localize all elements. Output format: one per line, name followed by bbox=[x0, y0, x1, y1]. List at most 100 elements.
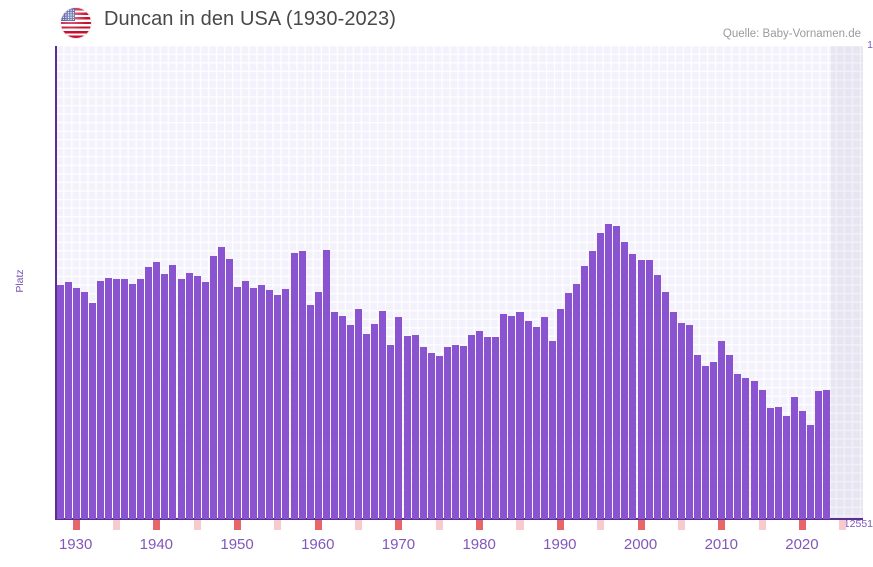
bar[interactable] bbox=[161, 274, 169, 519]
x-axis-label: 1930 bbox=[58, 536, 93, 553]
bar[interactable] bbox=[798, 411, 806, 519]
bar[interactable] bbox=[88, 303, 96, 519]
bar[interactable] bbox=[282, 289, 290, 519]
bar[interactable] bbox=[734, 374, 742, 519]
bar[interactable] bbox=[677, 323, 685, 519]
bar[interactable] bbox=[234, 287, 242, 519]
bar[interactable] bbox=[306, 305, 314, 519]
bar[interactable] bbox=[581, 266, 589, 519]
bar[interactable] bbox=[121, 279, 129, 519]
bar[interactable] bbox=[64, 282, 72, 519]
bar[interactable] bbox=[629, 254, 637, 519]
bar[interactable] bbox=[427, 353, 435, 519]
bar[interactable] bbox=[516, 312, 524, 519]
bar[interactable] bbox=[669, 312, 677, 519]
bar[interactable] bbox=[169, 265, 177, 519]
bar[interactable] bbox=[742, 378, 750, 519]
bar[interactable] bbox=[209, 256, 217, 519]
bar[interactable] bbox=[355, 309, 363, 519]
bar[interactable] bbox=[137, 279, 145, 519]
bar[interactable] bbox=[395, 317, 403, 519]
bar[interactable] bbox=[484, 337, 492, 519]
bar[interactable] bbox=[589, 251, 597, 519]
bar[interactable] bbox=[129, 284, 137, 519]
bar[interactable] bbox=[653, 275, 661, 519]
bar[interactable] bbox=[363, 334, 371, 519]
bar[interactable] bbox=[379, 311, 387, 519]
bar[interactable] bbox=[774, 407, 782, 519]
bar[interactable] bbox=[815, 391, 823, 519]
tick-mark-minor bbox=[435, 520, 443, 530]
bar[interactable] bbox=[500, 314, 508, 519]
bar[interactable] bbox=[371, 324, 379, 519]
bar[interactable] bbox=[177, 279, 185, 519]
bar[interactable] bbox=[266, 290, 274, 519]
bar[interactable] bbox=[258, 285, 266, 519]
bar[interactable] bbox=[726, 355, 734, 519]
bar[interactable] bbox=[790, 397, 798, 519]
bar[interactable] bbox=[112, 279, 120, 519]
bar[interactable] bbox=[347, 325, 355, 519]
bar[interactable] bbox=[290, 253, 298, 519]
bar[interactable] bbox=[274, 295, 282, 519]
bar[interactable] bbox=[419, 347, 427, 519]
bar[interactable] bbox=[637, 260, 645, 519]
bar[interactable] bbox=[250, 288, 258, 519]
bar[interactable] bbox=[56, 285, 64, 519]
bar[interactable] bbox=[597, 233, 605, 519]
bar[interactable] bbox=[411, 335, 419, 519]
bar[interactable] bbox=[694, 355, 702, 519]
bar[interactable] bbox=[322, 250, 330, 519]
bar[interactable] bbox=[710, 362, 718, 519]
bar[interactable] bbox=[564, 293, 572, 519]
bar[interactable] bbox=[613, 226, 621, 519]
bar[interactable] bbox=[298, 251, 306, 519]
bar[interactable] bbox=[435, 356, 443, 519]
bar[interactable] bbox=[605, 224, 613, 519]
bar[interactable] bbox=[524, 321, 532, 519]
bar[interactable] bbox=[621, 242, 629, 519]
bar[interactable] bbox=[403, 336, 411, 519]
bar[interactable] bbox=[225, 259, 233, 519]
bar[interactable] bbox=[750, 381, 758, 519]
bar[interactable] bbox=[193, 276, 201, 519]
bar[interactable] bbox=[104, 278, 112, 519]
bar[interactable] bbox=[80, 292, 88, 519]
bar[interactable] bbox=[548, 341, 556, 519]
bar[interactable] bbox=[540, 317, 548, 519]
bar[interactable] bbox=[508, 316, 516, 519]
bar[interactable] bbox=[217, 247, 225, 519]
bar[interactable] bbox=[766, 408, 774, 519]
bar[interactable] bbox=[758, 390, 766, 519]
bar[interactable] bbox=[185, 273, 193, 519]
bar[interactable] bbox=[823, 390, 831, 519]
bar[interactable] bbox=[807, 425, 815, 519]
bar[interactable] bbox=[460, 346, 468, 519]
bar[interactable] bbox=[153, 262, 161, 519]
bar[interactable] bbox=[330, 312, 338, 519]
bar[interactable] bbox=[145, 267, 153, 519]
bar[interactable] bbox=[556, 309, 564, 519]
bar[interactable] bbox=[201, 282, 209, 519]
bar[interactable] bbox=[96, 281, 104, 519]
bar[interactable] bbox=[443, 347, 451, 519]
tick-mark-major bbox=[476, 520, 484, 530]
x-axis-label: 2000 bbox=[623, 536, 658, 553]
bar[interactable] bbox=[702, 366, 710, 519]
bar[interactable] bbox=[72, 288, 80, 519]
bar[interactable] bbox=[387, 345, 395, 519]
bar[interactable] bbox=[314, 292, 322, 519]
bar[interactable] bbox=[782, 416, 790, 519]
bar[interactable] bbox=[532, 327, 540, 519]
bar[interactable] bbox=[242, 281, 250, 519]
bar[interactable] bbox=[338, 316, 346, 519]
bar[interactable] bbox=[451, 345, 459, 519]
bar[interactable] bbox=[492, 337, 500, 519]
bar[interactable] bbox=[645, 260, 653, 519]
bar[interactable] bbox=[476, 331, 484, 519]
bar[interactable] bbox=[572, 284, 580, 519]
bar[interactable] bbox=[685, 325, 693, 519]
bar[interactable] bbox=[718, 341, 726, 519]
bar[interactable] bbox=[468, 335, 476, 519]
bar[interactable] bbox=[661, 292, 669, 519]
